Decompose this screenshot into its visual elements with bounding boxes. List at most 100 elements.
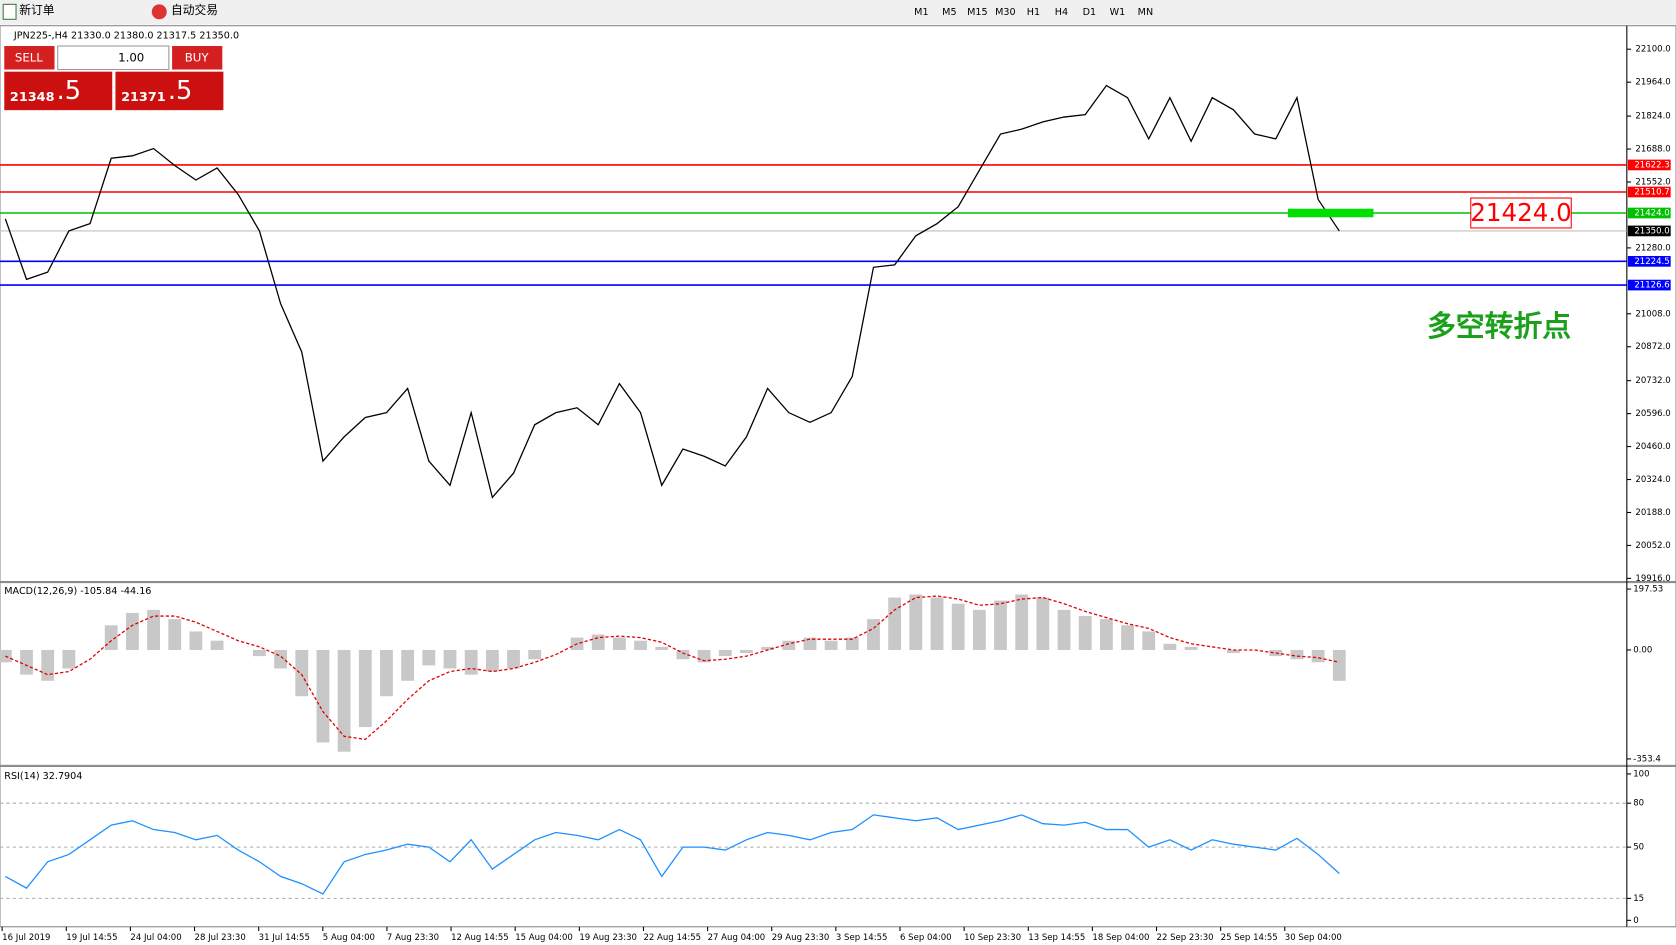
buy-price-box[interactable] [115,71,224,111]
x-tick-label: 22 Aug 14:55 [643,933,701,943]
x-tick-label: 29 Aug 23:30 [772,933,830,943]
lots-value[interactable]: 1.00 [118,50,144,64]
timeframe-button[interactable]: M1 [914,7,928,18]
rsi-panel [0,765,1676,928]
annotation-box [1470,197,1572,229]
macd-bar [845,637,859,650]
x-tick-label: 7 Aug 23:30 [387,933,439,943]
level-label-box [1627,207,1671,219]
x-tick-label: 27 Aug 04:00 [708,933,766,943]
macd-bar [1078,616,1092,650]
timeframe-button[interactable]: M5 [942,7,956,18]
timeframe-button[interactable]: MN [1138,7,1153,18]
current-price-label: 21350.0 [1634,226,1669,236]
timeframe-button[interactable]: H4 [1055,7,1068,18]
level-label-box [1627,186,1671,198]
rsi-label: RSI(14) 32.7904 [4,771,82,782]
buy-button[interactable] [172,46,223,70]
timeframe-button[interactable]: M15 [967,7,988,18]
y-tick-label: 100 [1633,769,1649,779]
sell-price-main[interactable]: 21348 [10,90,55,105]
y-tick-label: 50 [1633,843,1644,853]
auto-trading-button[interactable]: 自动交易 [171,3,218,17]
macd-bar [1163,643,1177,650]
macd-bar [697,649,711,663]
macd-bar [485,649,499,672]
y-tick-label: -353.4 [1633,754,1661,764]
macd-bar [612,637,626,650]
chart-header: JPN225-,H4 21330.0 21380.0 21317.5 21350… [13,30,239,41]
macd-bar [1057,609,1071,650]
macd-bar [337,649,351,752]
new-order-icon[interactable] [2,3,17,20]
buy-price-main[interactable]: 21371 [121,90,166,105]
level-label-box [1627,159,1671,171]
y-tick-label: 21688.0 [1635,145,1670,155]
x-tick-label: 19 Jul 14:55 [66,933,117,943]
auto-trading-icon[interactable] [151,4,167,20]
x-tick-label: 15 Aug 04:00 [515,933,573,943]
macd-bar [655,646,669,650]
y-tick-label: 80 [1633,799,1644,809]
macd-bar [909,594,923,650]
macd-bar [443,649,457,669]
rsi-line [5,814,1340,895]
timeframe-button[interactable]: D1 [1083,7,1097,18]
x-tick-label: 12 Aug 14:55 [451,933,509,943]
y-tick-label: 20460.0 [1635,442,1670,452]
timeframe-button[interactable]: H1 [1027,7,1040,18]
sell-price-box[interactable] [4,71,113,111]
buy-label[interactable]: BUY [185,50,210,64]
level-label: 21126.6 [1634,281,1669,291]
y-tick-label: 20596.0 [1635,409,1670,419]
macd-bar [20,649,33,675]
x-tick-label: 5 Aug 04:00 [323,933,375,943]
current-price-box [1627,225,1671,237]
macd-bar [1036,597,1050,650]
macd-bar [951,603,965,650]
lots-input[interactable] [57,45,170,71]
macd-bar [824,640,838,650]
x-tick-label: 28 Jul 23:30 [195,933,246,943]
x-tick-label: 18 Sep 04:00 [1092,933,1149,943]
y-tick-label: 20732.0 [1635,376,1670,386]
macd-bar [41,649,55,681]
macd-bar [464,649,478,675]
main-chart-panel [0,25,1676,583]
sell-label[interactable]: SELL [15,50,43,64]
y-tick-label: 0 [1633,916,1638,926]
macd-bar [358,649,372,728]
macd-bar [168,619,182,650]
sell-button[interactable] [4,46,55,70]
macd-bar [718,649,732,657]
x-tick-label: 31 Jul 14:55 [259,933,310,943]
macd-bar [867,619,880,650]
macd-bar [253,649,266,657]
x-tick-label: 22 Sep 23:30 [1157,933,1214,943]
macd-bar [401,649,415,681]
macd-bar [1311,649,1325,663]
x-tick-label: 19 Aug 23:30 [579,933,637,943]
macd-bar [740,649,753,654]
macd-bar [62,649,76,669]
annotation-marker [1287,208,1374,218]
macd-bar [1227,649,1240,654]
timeframe-button[interactable]: W1 [1110,7,1126,18]
y-tick-label: 20188.0 [1635,508,1670,518]
macd-bar [1184,646,1198,650]
macd-bar [994,600,1007,650]
new-order-button[interactable]: 新订单 [19,3,54,17]
y-tick-label: 20324.0 [1635,475,1670,485]
macd-bar [316,649,330,743]
macd-bar [104,625,118,650]
x-tick-label: 30 Sep 04:00 [1285,933,1342,943]
macd-bar [972,609,986,650]
timeframe-button[interactable]: M30 [995,7,1016,18]
buy-price-frac[interactable]: .5 [168,76,192,106]
sell-price-frac[interactable]: .5 [57,76,81,106]
y-tick-label: 22100.0 [1635,45,1670,55]
macd-bar [676,649,690,660]
x-tick-label: 13 Sep 14:55 [1028,933,1085,943]
